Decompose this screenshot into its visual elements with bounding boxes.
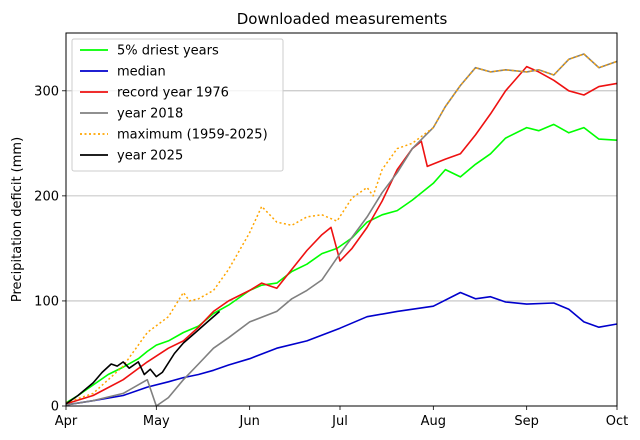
legend-label: record year 1976 <box>117 86 229 101</box>
x-tick-label: Sep <box>514 414 539 429</box>
legend-label: 5% driest years <box>117 44 219 59</box>
plot-frame <box>65 32 618 407</box>
legend-label: year 2025 <box>117 149 183 164</box>
x-tick-label: Apr <box>55 414 78 429</box>
x-tick-label: May <box>143 414 170 429</box>
x-axis: Apr May Jun Jul Aug Sep Oct <box>55 406 628 429</box>
x-tick-label: Aug <box>421 414 446 429</box>
series-line-median <box>65 291 618 406</box>
legend-label: year 2018 <box>117 107 183 122</box>
series-line-year-2025 <box>65 310 221 405</box>
x-tick-label: Oct <box>606 414 628 429</box>
legend-label: median <box>117 65 166 80</box>
y-tick-label: 100 <box>34 294 59 309</box>
series-line-5-driest-years <box>65 123 618 404</box>
x-tick-label: Jun <box>239 414 260 429</box>
x-tick-label: Jul <box>331 414 348 429</box>
y-axis-label: Precipitation deficit (mm) <box>10 137 25 302</box>
y-tick-label: 200 <box>34 189 59 204</box>
legend-entries: 5% driest years median record year 1976 yea… <box>80 44 268 164</box>
series-layer <box>65 53 618 407</box>
legend-frame <box>71 38 284 172</box>
series-line-record-year-1976 <box>65 65 618 405</box>
legend-label: maximum (1959-2025) <box>117 128 268 143</box>
chart-title: Downloaded measurements <box>237 10 448 28</box>
y-tick-label: 300 <box>34 84 59 99</box>
legend: 5% driest years median record year 1976 yea… <box>71 38 284 172</box>
y-tick-label: 0 <box>51 400 59 415</box>
y-axis: 0 100 200 300 <box>34 84 66 415</box>
